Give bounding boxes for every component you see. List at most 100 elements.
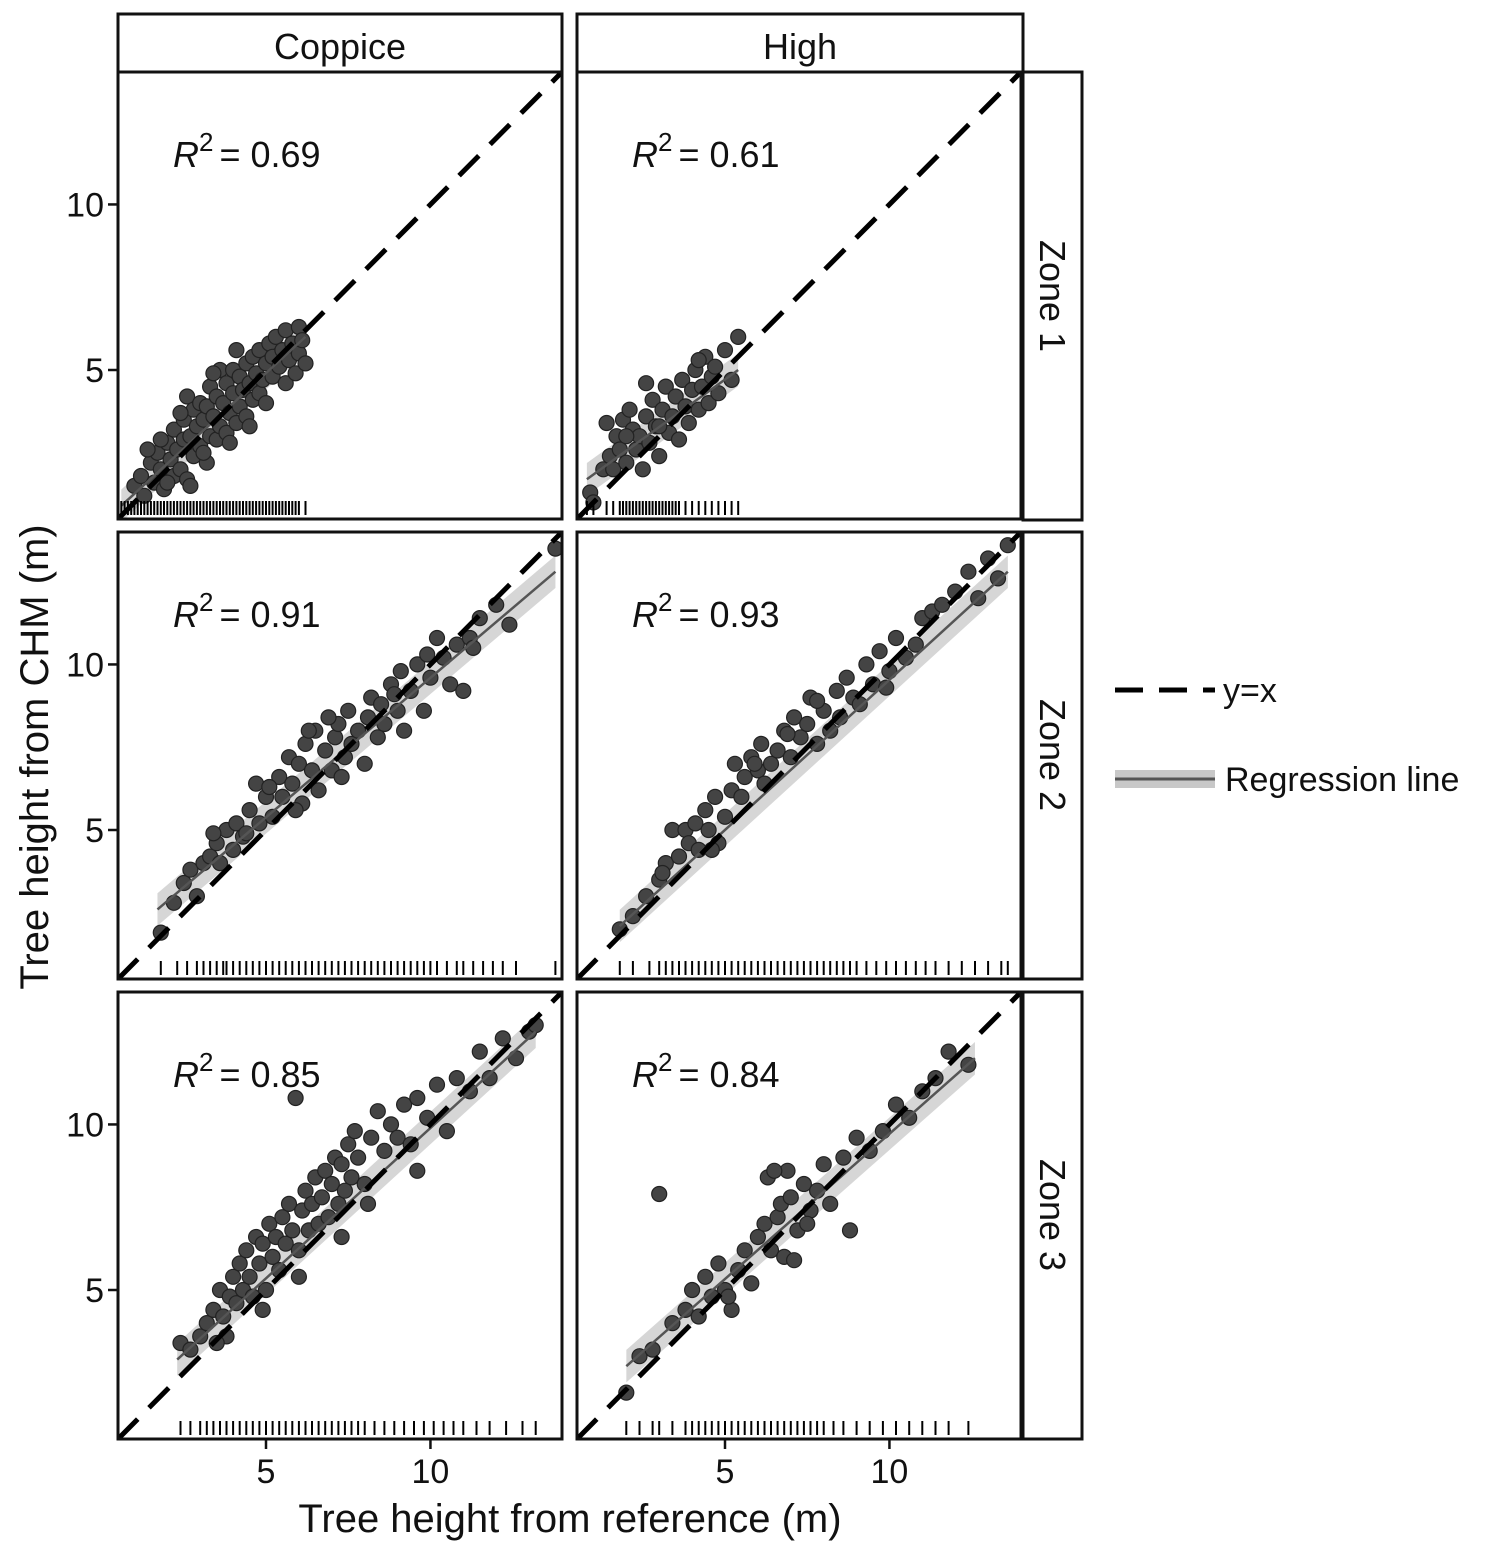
data-point: [409, 1162, 426, 1179]
data-point: [350, 1149, 367, 1166]
data-point: [989, 570, 1007, 587]
data-point: [264, 1248, 281, 1266]
r2-value: = 0.61: [678, 134, 779, 175]
data-point: [799, 715, 816, 733]
data-point: [637, 408, 655, 425]
data-point: [333, 768, 350, 786]
data-point: [720, 1288, 737, 1305]
data-point: [785, 1252, 803, 1269]
y-tick-label: 5: [85, 352, 104, 390]
regression-line: [156, 570, 557, 911]
identity-line: [577, 532, 1021, 979]
data-point: [808, 692, 826, 710]
data-point: [815, 1156, 832, 1173]
data-point: [238, 1242, 255, 1259]
r2-superscript: 2: [658, 1047, 672, 1077]
r2-value: = 0.69: [219, 134, 320, 175]
data-point: [182, 1341, 199, 1358]
data-point: [960, 563, 977, 580]
y-tick-label: 5: [85, 1272, 104, 1310]
data-point: [634, 461, 651, 478]
r2-value: = 0.93: [678, 594, 779, 635]
y-tick-label: 5: [85, 812, 104, 850]
strip-high: [575, 12, 1025, 74]
r2-superscript: 2: [658, 587, 672, 617]
identity-line: [577, 992, 1021, 1439]
data-point: [501, 616, 518, 633]
strip-zone-3: [1021, 990, 1084, 1441]
data-point: [795, 1175, 813, 1193]
data-point: [848, 1129, 865, 1146]
data-point: [277, 1235, 294, 1252]
data-point: [340, 702, 357, 719]
data-point: [392, 662, 409, 680]
r2-symbol: R: [173, 1054, 199, 1095]
data-point: [782, 1189, 799, 1206]
data-point: [287, 1089, 304, 1107]
panel-plot-area: [118, 532, 562, 979]
data-point: [841, 1222, 859, 1239]
strip-zone-2-label: Zone 2: [1032, 699, 1073, 811]
panel-border: [116, 530, 564, 981]
regression-line: [618, 570, 1009, 927]
data-point: [851, 696, 868, 713]
data-point: [228, 342, 245, 359]
data-point: [327, 729, 344, 746]
data-point: [139, 441, 156, 458]
y-tick-label: 10: [66, 186, 104, 224]
data-point: [333, 1156, 350, 1173]
r2-annotation: R2 = 0.84: [632, 1047, 780, 1095]
panel-coppice-zone-1: R2 = 0.69: [116, 70, 564, 521]
data-point: [221, 434, 238, 451]
data-point: [700, 395, 717, 412]
data-point: [323, 1175, 340, 1193]
data-point: [317, 1162, 334, 1179]
data-point: [710, 1255, 727, 1272]
y-tick-label: 10: [66, 646, 104, 684]
data-point: [664, 1314, 681, 1332]
data-point: [654, 864, 671, 882]
y-axis-title: Tree height from CHM (m): [13, 524, 57, 989]
data-point: [257, 1281, 275, 1299]
data-point: [749, 1228, 767, 1246]
data-point: [887, 629, 905, 647]
panel-coppice-zone-3: R2 = 0.85: [116, 990, 564, 1441]
data-point: [340, 1136, 357, 1153]
data-point: [769, 742, 786, 759]
data-point: [651, 448, 668, 465]
data-point: [438, 1122, 455, 1140]
data-point: [621, 401, 638, 418]
row-strips: Zone 1 Zone 2 Zone 3: [1021, 70, 1084, 1441]
data-point: [336, 1182, 353, 1199]
data-point: [716, 808, 734, 825]
data-point: [706, 788, 724, 806]
data-point: [481, 1069, 498, 1087]
panel-plot-area: [577, 532, 1021, 979]
data-point: [697, 1268, 714, 1285]
data-point: [858, 656, 875, 673]
data-point: [700, 821, 717, 839]
data-point: [320, 709, 337, 726]
data-point: [333, 1228, 350, 1246]
data-point: [172, 404, 189, 422]
data-point: [746, 755, 763, 772]
data-point: [690, 352, 707, 369]
data-point: [716, 342, 734, 359]
data-point: [317, 742, 334, 759]
panel-plot-area: [577, 72, 1021, 519]
axes: 5 10 5 10 5 10 5 10 5 10: [66, 186, 908, 1491]
data-point: [346, 1122, 363, 1140]
data-point: [261, 1215, 278, 1232]
data-point: [736, 1242, 753, 1259]
data-point: [297, 355, 314, 372]
data-point: [779, 725, 796, 743]
data-point: [297, 1182, 314, 1199]
data-point: [192, 1328, 209, 1345]
data-point: [205, 365, 222, 382]
data-point: [733, 788, 750, 806]
panel-coppice-zone-2: R2 = 0.91: [116, 530, 564, 981]
data-point: [280, 1195, 298, 1213]
legend: y=x Regression line: [1115, 672, 1459, 799]
data-point: [297, 735, 314, 753]
data-point: [274, 1209, 291, 1226]
